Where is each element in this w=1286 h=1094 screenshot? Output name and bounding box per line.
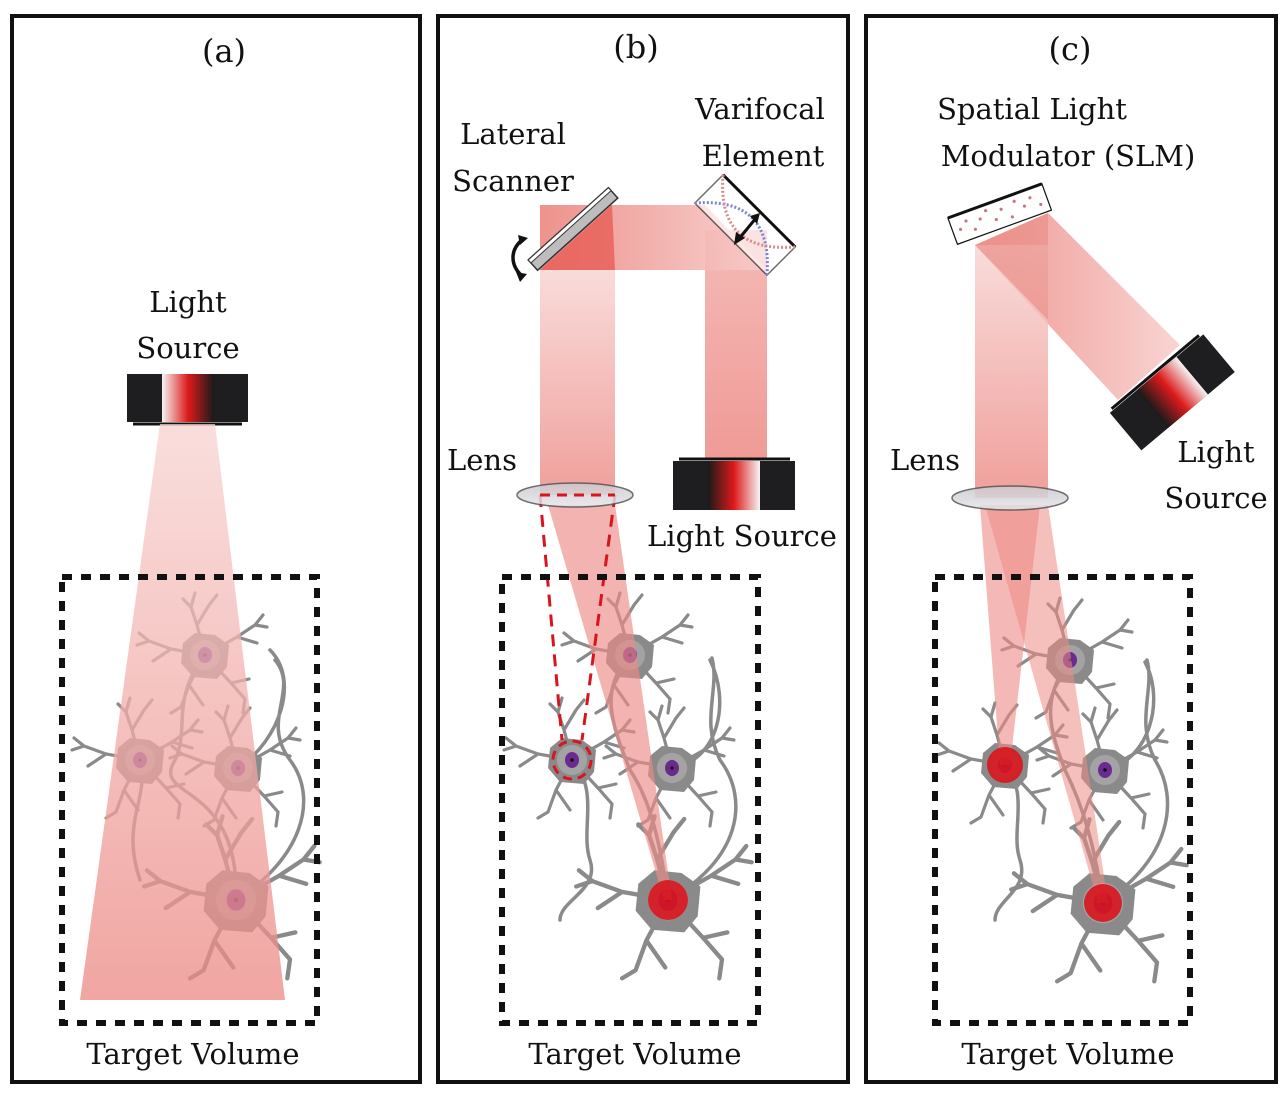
- light-source-label-c-line2: Source: [1164, 481, 1267, 515]
- varifocal-label-line2: Element: [702, 139, 825, 173]
- lens-c[interactable]: [951, 485, 1069, 511]
- focused-beam-2: [985, 505, 1108, 903]
- light-source-b: [673, 457, 795, 510]
- lens-label-c: Lens: [890, 443, 960, 477]
- target-volume-label-b: Target Volume: [528, 1037, 741, 1071]
- varifocal-element: [693, 173, 797, 277]
- dashed-target-circle: [551, 739, 593, 781]
- beam-reflection: [540, 205, 615, 270]
- light-source-c: [1109, 334, 1235, 451]
- scanner-label-line2: Scanner: [452, 164, 574, 198]
- light-source-label-b: Light Source: [647, 519, 837, 553]
- target-volume-label-c: Target Volume: [961, 1037, 1174, 1071]
- scanner-label-line1: Lateral: [460, 117, 566, 151]
- focal-spot: [648, 880, 688, 920]
- target-volume-b: [499, 574, 761, 1026]
- lens-label-b: Lens: [447, 443, 517, 477]
- spatial-light-modulator: [947, 182, 1053, 246]
- focal-spot: [987, 747, 1023, 783]
- light-source-label-c-line1: Light: [1177, 435, 1255, 469]
- lateral-scanner: [511, 186, 619, 282]
- panel-c: (c) Spatial Light Modulator (SLM) Lens L…: [864, 14, 1278, 1084]
- beam-down: [540, 270, 615, 495]
- target-volume-label-a: Target Volume: [86, 1037, 299, 1071]
- target-volume-c: [932, 574, 1193, 1026]
- slm-label-line2: Modulator (SLM): [941, 139, 1196, 173]
- panel-a-tag: (a): [202, 32, 246, 70]
- panel-b: (b) Lateral Scanner Varifocal Element Le…: [436, 14, 850, 1084]
- light-source-a: [127, 374, 248, 426]
- light-source-label-line2: Source: [136, 331, 239, 365]
- target-volume-a: [59, 574, 320, 1026]
- focal-spot: [1084, 884, 1122, 922]
- panel-c-tag: (c): [1049, 30, 1092, 68]
- focused-beam: [548, 505, 672, 900]
- panel-a: (a) Light Source Target Volume: [10, 14, 422, 1084]
- panel-b-tag: (b): [613, 28, 658, 66]
- light-source-label-line1: Light: [149, 285, 227, 319]
- varifocal-label-line1: Varifocal: [694, 92, 825, 126]
- slm-label-line1: Spatial Light: [937, 92, 1127, 126]
- panel-c-frame: [864, 14, 1278, 1084]
- wide-field-beam: [80, 424, 285, 1000]
- dashed-focus-lines: [538, 494, 617, 741]
